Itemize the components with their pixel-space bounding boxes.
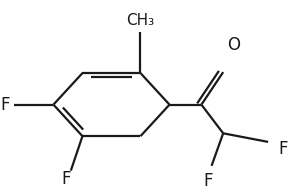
Text: F: F — [61, 170, 71, 188]
Text: CH₃: CH₃ — [126, 13, 154, 28]
Text: F: F — [279, 140, 288, 158]
Text: F: F — [203, 172, 213, 190]
Text: F: F — [1, 96, 10, 114]
Text: O: O — [227, 36, 240, 54]
